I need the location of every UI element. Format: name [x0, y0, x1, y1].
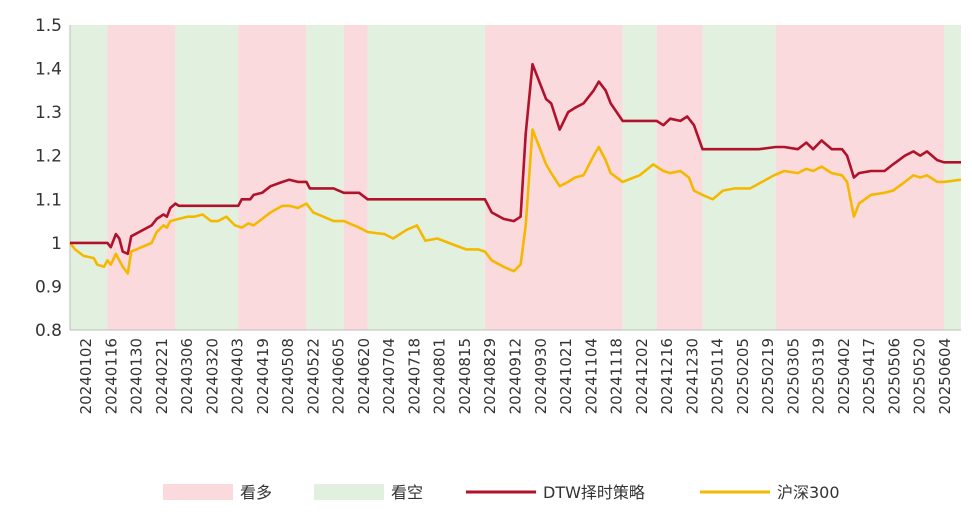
- x-tick-label: 20240930: [532, 338, 550, 414]
- x-tick-label: 20250205: [734, 338, 752, 414]
- signal-region-bear-2: [175, 25, 239, 330]
- signal-region-bear-0: [70, 25, 108, 330]
- x-tick-label: 20241216: [658, 338, 676, 414]
- x-tick-label: 20250506: [885, 338, 903, 414]
- legend-label: 沪深300: [777, 483, 840, 502]
- x-tick-label: 20240403: [229, 338, 247, 414]
- x-tick-label: 20240912: [507, 338, 525, 414]
- x-tick-label: 20241104: [582, 338, 600, 414]
- signal-region-bull-3: [238, 25, 307, 330]
- series-line-dtw-strategy: [70, 62, 961, 256]
- legend-label: 看空: [391, 483, 423, 502]
- x-tick-label: 20250520: [911, 338, 929, 414]
- x-tick-label: 20241230: [683, 338, 701, 414]
- series-lines: [68, 62, 962, 275]
- x-tick-label: 20240320: [203, 338, 221, 414]
- signal-region-bear-12: [943, 25, 961, 330]
- x-tick-label: 20250114: [709, 338, 727, 414]
- x-tick-label: 20240116: [102, 338, 120, 414]
- signal-region-bear-8: [622, 25, 657, 330]
- x-tick-label: 20241118: [608, 338, 626, 414]
- y-tick-label: 1.4: [35, 60, 62, 80]
- x-tick-label: 20241021: [557, 338, 575, 414]
- signal-region-bull-11: [775, 25, 944, 330]
- series-line-csi300: [68, 128, 962, 275]
- signal-region-bear-4: [306, 25, 344, 330]
- signal-regions: [70, 25, 961, 330]
- y-tick-label: 0.9: [35, 277, 62, 297]
- y-tick-label: 1.5: [35, 16, 62, 36]
- x-tick-label: 20240130: [128, 338, 146, 414]
- axes: [69, 25, 961, 331]
- x-tick-label: 20240829: [481, 338, 499, 414]
- x-tick-label: 20240522: [304, 338, 322, 414]
- legend-label: 看多: [240, 483, 272, 502]
- x-tick-label: 20240221: [153, 338, 171, 414]
- y-tick-label: 1: [51, 234, 62, 254]
- y-tick-label: 1.1: [35, 190, 62, 210]
- signal-region-bull-1: [107, 25, 176, 330]
- y-tick-label: 1.2: [35, 147, 62, 167]
- x-tick-label: 20240419: [254, 338, 272, 414]
- legend-swatch-bear: [314, 484, 384, 500]
- x-tick-label: 20240605: [330, 338, 348, 414]
- x-tick-label: 20240620: [355, 338, 373, 414]
- x-tick-label: 20250219: [759, 338, 777, 414]
- x-tick-label: 20240801: [431, 338, 449, 414]
- x-tick-label: 20240718: [405, 338, 423, 414]
- x-tick-label: 20250604: [936, 338, 954, 414]
- signal-region-bull-5: [343, 25, 368, 330]
- x-tick-label: 20250417: [860, 338, 878, 414]
- x-tick-label: 20250402: [835, 338, 853, 414]
- legend: 看多 看空 DTW择时策略 沪深300: [163, 483, 840, 502]
- x-tick-label: 20250319: [810, 338, 828, 414]
- x-tick-label: 20240508: [279, 338, 297, 414]
- y-axis-ticks: 0.8 0.9 1 1.1 1.2 1.3 1.4 1.5: [35, 16, 62, 341]
- y-tick-label: 0.8: [35, 321, 62, 341]
- x-tick-label: 20240102: [77, 338, 95, 414]
- x-tick-label: 20240306: [178, 338, 196, 414]
- signal-region-bear-10: [702, 25, 776, 330]
- y-tick-label: 1.3: [35, 103, 62, 123]
- x-tick-label: 20250305: [784, 338, 802, 414]
- x-tick-label: 20240815: [456, 338, 474, 414]
- x-tick-label: 20241202: [633, 338, 651, 414]
- signal-region-bear-6: [367, 25, 485, 330]
- x-axis-ticks: 20240102 20240116 20240130 20240221 20240306…: [77, 338, 954, 414]
- signal-region-bull-9: [656, 25, 703, 330]
- legend-label: DTW择时策略: [543, 483, 645, 502]
- legend-swatch-bull: [163, 484, 233, 500]
- x-tick-label: 20240704: [380, 338, 398, 414]
